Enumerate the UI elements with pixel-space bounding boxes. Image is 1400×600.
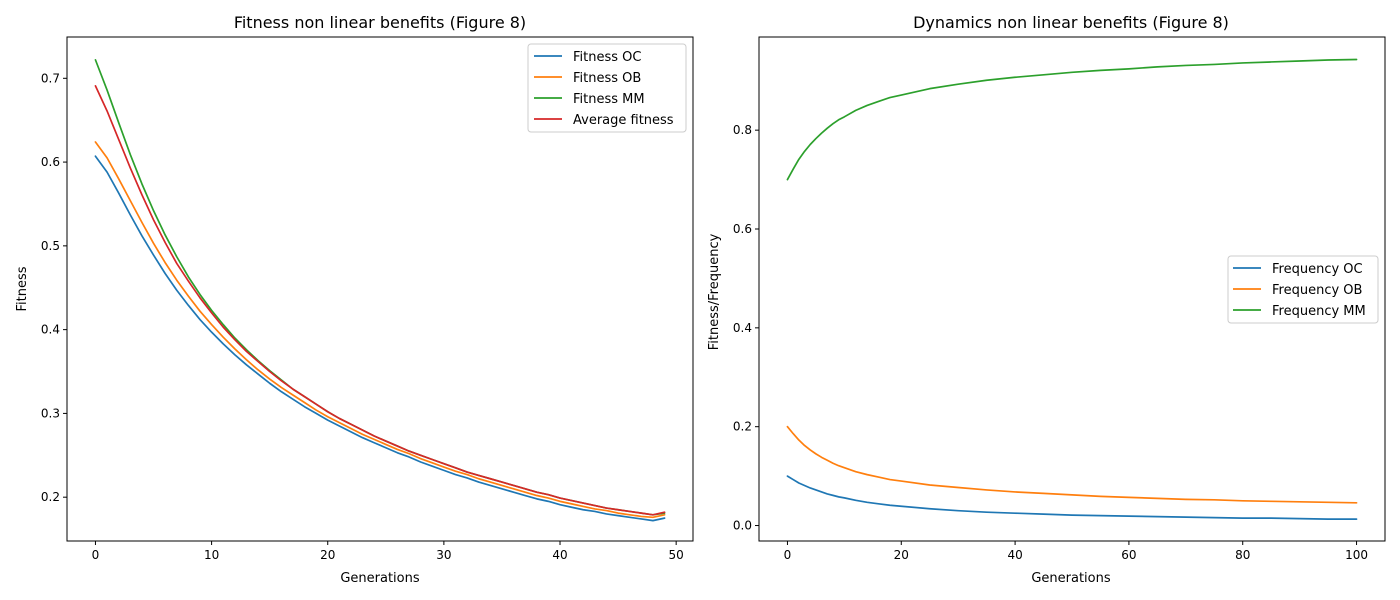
chart-fitness-series-layer	[94, 59, 666, 522]
chart-dynamics-series-layer	[786, 58, 1358, 520]
fitness-y-tick-label: 0.4	[41, 323, 60, 337]
chart-dynamics-legend: Frequency OC Frequency OB Frequency MM	[1227, 255, 1379, 324]
legend-label-frequency-oc: Frequency OC	[1272, 262, 1363, 277]
dynamics-y-tick-label: 0.8	[733, 123, 752, 137]
dynamics-y-tick-label: 0.0	[733, 519, 752, 533]
fitness-x-tick-label: 10	[204, 548, 219, 562]
chart-dynamics-y-axis-label: Fitness/Frequency	[707, 233, 722, 350]
chart-title-dynamics: Dynamics non linear benefits (Figure 8)	[913, 13, 1229, 32]
chart-fitness-x-axis-label: Generations	[340, 571, 420, 586]
chart-dynamics-x-axis-label: Generations	[1031, 571, 1111, 586]
chart-dynamics-y-ticks: 0.0 0.2 0.4 0.6 0.8	[733, 123, 759, 533]
series-line-frequency-mm	[786, 58, 1358, 181]
fitness-x-tick-label: 40	[552, 548, 567, 562]
dynamics-x-tick-label: 80	[1235, 548, 1250, 562]
chart-fitness-y-ticks: 0.2 0.3 0.4 0.5 0.6 0.7	[41, 71, 67, 504]
fitness-y-tick-label: 0.7	[41, 71, 60, 85]
fitness-y-tick-label: 0.3	[41, 406, 60, 420]
dynamics-y-tick-label: 0.2	[733, 420, 752, 434]
legend-label-frequency-mm: Frequency MM	[1272, 304, 1366, 319]
dynamics-y-tick-label: 0.4	[733, 321, 752, 335]
series-line-fitness-ob	[94, 141, 666, 519]
fitness-y-tick-label: 0.2	[41, 490, 60, 504]
chart-fitness: Fitness non linear benefits (Figure 8) 0…	[15, 13, 694, 586]
dynamics-x-tick-label: 40	[1007, 548, 1022, 562]
chart-fitness-y-axis-label: Fitness	[15, 266, 30, 311]
series-line-fitness-oc	[94, 155, 666, 522]
chart-title-fitness: Fitness non linear benefits (Figure 8)	[234, 13, 526, 32]
chart-dynamics: Dynamics non linear benefits (Figure 8) …	[707, 13, 1386, 586]
legend-label-fitness-mm: Fitness MM	[573, 92, 645, 107]
fitness-y-tick-label: 0.6	[41, 155, 60, 169]
legend-label-fitness-oc: Fitness OC	[573, 50, 641, 65]
fitness-y-tick-label: 0.5	[41, 239, 60, 253]
chart-fitness-legend-box	[527, 43, 687, 133]
fitness-x-tick-label: 20	[320, 548, 335, 562]
series-line-frequency-oc	[786, 475, 1358, 520]
legend-label-fitness-ob: Fitness OB	[573, 71, 641, 86]
dynamics-x-tick-label: 0	[784, 548, 792, 562]
fitness-x-tick-label: 0	[92, 548, 100, 562]
chart-fitness-x-ticks: 0 10 20 30 40 50	[92, 541, 684, 562]
fitness-x-tick-label: 30	[436, 548, 451, 562]
chart-dynamics-x-ticks: 0 20 40 60 80 100	[784, 541, 1368, 562]
dynamics-x-tick-label: 100	[1345, 548, 1368, 562]
fitness-x-tick-label: 50	[669, 548, 684, 562]
dynamics-y-tick-label: 0.6	[733, 222, 752, 236]
chart-fitness-legend: Fitness OC Fitness OB Fitness MM Average…	[527, 43, 687, 133]
dynamics-x-tick-label: 20	[894, 548, 909, 562]
legend-label-average-fitness: Average fitness	[573, 113, 674, 128]
legend-label-frequency-ob: Frequency OB	[1272, 283, 1362, 298]
chart-fitness-axes-frame	[66, 36, 694, 542]
series-line-frequency-ob	[786, 425, 1358, 504]
dynamics-x-tick-label: 60	[1121, 548, 1136, 562]
series-line-average-fitness	[94, 84, 666, 516]
chart-dynamics-legend-box	[1227, 255, 1379, 324]
chart-dynamics-axes-frame	[758, 36, 1386, 542]
